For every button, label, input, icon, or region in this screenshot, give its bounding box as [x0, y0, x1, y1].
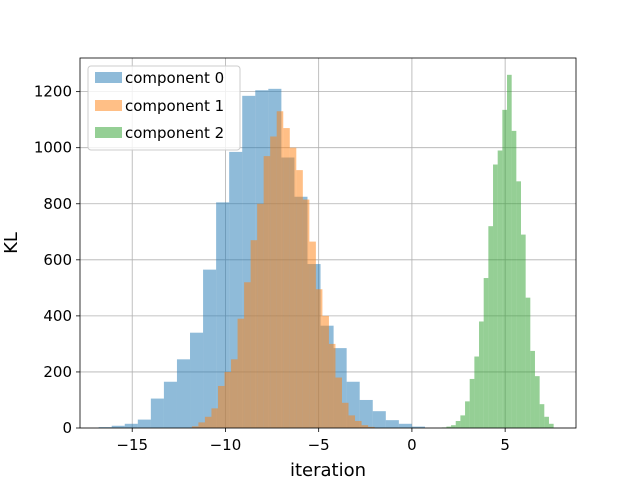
histogram-bar	[460, 415, 466, 428]
histogram-bar	[190, 332, 204, 428]
histogram-bar	[211, 408, 218, 428]
plot-frame	[79, 57, 577, 429]
histogram-bar	[124, 423, 138, 428]
histogram-bar	[244, 282, 251, 428]
histogram-bar	[368, 426, 375, 428]
histogram-bar	[315, 289, 323, 428]
x-tick-label: −10	[210, 436, 242, 454]
series-1-bars	[191, 111, 375, 429]
histogram-bar	[217, 385, 225, 428]
legend-frame	[87, 65, 241, 151]
y-tick-label: 1200	[34, 83, 72, 101]
y-axis-label: KL	[1, 232, 22, 254]
legend-swatch-component-0	[95, 72, 122, 83]
histogram-bar	[525, 297, 531, 428]
histogram-bar	[203, 269, 217, 428]
legend-swatch-component-1	[95, 100, 122, 111]
x-tick-label: −5	[308, 436, 330, 454]
histogram-bar	[176, 359, 191, 428]
histogram-bar	[257, 203, 264, 428]
histogram-bar	[163, 381, 177, 428]
histogram-bar	[520, 234, 526, 428]
histogram-bar	[469, 378, 475, 428]
histogram-bar	[270, 136, 277, 428]
histogram-bar	[465, 401, 470, 428]
histogram-bar	[150, 398, 164, 428]
histogram-bar	[276, 111, 284, 429]
legend-label-component-1: component 1	[125, 97, 224, 115]
bars	[98, 74, 554, 429]
legend: component 0 component 1 component 2	[87, 65, 241, 151]
histogram-bar	[483, 278, 489, 428]
histogram-bar	[497, 150, 503, 428]
histogram-bar	[516, 181, 521, 428]
histogram-bar	[544, 416, 549, 428]
histogram-bar	[231, 359, 238, 428]
y-tick-label: 200	[43, 363, 72, 381]
x-axis-label: iteration	[290, 460, 366, 480]
histogram-bar	[534, 376, 540, 428]
legend-label-component-2: component 2	[125, 124, 224, 142]
histogram-bar	[507, 74, 512, 429]
histogram-bar	[296, 170, 303, 428]
histogram-bar	[111, 425, 125, 428]
histogram-bar	[451, 425, 456, 428]
x-tick-label: 5	[500, 436, 510, 454]
ticks: −15 −10 −5 0 5 0 200 400 600 800 1000 1200	[34, 83, 510, 454]
histogram-bar	[137, 419, 151, 428]
histogram-bar	[328, 343, 336, 428]
histogram-bar	[355, 420, 362, 428]
legend-label-component-0: component 0	[125, 69, 224, 87]
axes-frame	[79, 57, 577, 429]
histogram-bar	[548, 423, 554, 428]
histogram-bar	[216, 202, 230, 428]
histogram-bar	[372, 411, 386, 428]
series-2-bars	[441, 74, 554, 429]
histogram-bar	[302, 199, 310, 428]
histogram-bar	[446, 426, 452, 428]
histogram-bar	[488, 226, 494, 428]
histogram-bar	[348, 415, 356, 428]
histogram-bar	[361, 425, 369, 428]
histogram-bar	[398, 423, 412, 428]
histogram-bar	[530, 350, 535, 428]
histogram-bar	[455, 420, 461, 428]
histogram-bar	[322, 315, 329, 428]
legend-swatch-component-2	[95, 127, 122, 138]
y-tick-label: 1000	[34, 139, 72, 157]
histogram-bar	[341, 402, 349, 428]
histogram-bar	[385, 420, 399, 428]
histogram-bar	[539, 404, 545, 428]
histogram-bar	[511, 130, 517, 428]
x-tick-label: 0	[407, 436, 417, 454]
histogram-bar	[493, 164, 498, 429]
histogram-bar	[237, 318, 245, 428]
histogram-bar	[309, 241, 316, 428]
histogram-bar	[289, 147, 297, 429]
histogram-bar	[250, 240, 258, 428]
histogram-bar	[98, 427, 112, 428]
histogram-bar	[359, 399, 373, 428]
histogram-bar	[411, 426, 425, 428]
y-tick-label: 400	[43, 307, 72, 325]
y-tick-label: 0	[62, 419, 72, 437]
histogram-bar	[283, 128, 290, 429]
histogram-bar	[204, 416, 212, 428]
histogram-bar	[335, 377, 342, 428]
y-tick-label: 800	[43, 195, 72, 213]
histogram-bar	[474, 356, 480, 428]
x-tick-label: −15	[116, 436, 148, 454]
histogram-bar	[198, 422, 205, 428]
histogram-bar	[502, 109, 508, 428]
histogram-bar	[479, 321, 484, 428]
histogram-bar	[224, 371, 232, 428]
histogram-bar	[263, 156, 271, 428]
y-tick-label: 600	[43, 251, 72, 269]
histogram-bar	[191, 426, 199, 428]
